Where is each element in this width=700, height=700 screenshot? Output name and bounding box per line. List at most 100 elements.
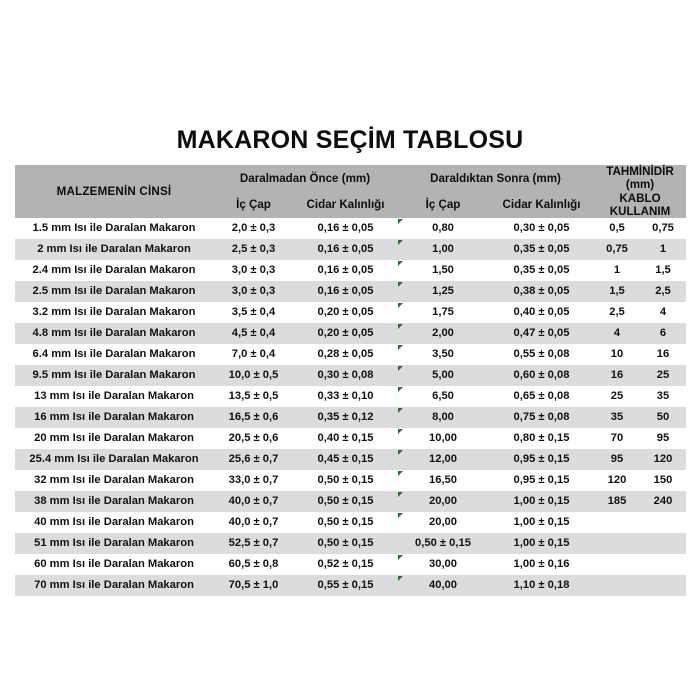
cell-before-inner: 3,5 ± 0,4 bbox=[213, 302, 294, 324]
cell-before-inner: 13,5 ± 0,5 bbox=[213, 386, 294, 408]
cell-before-wall: 0,35 ± 0,12 bbox=[294, 407, 397, 429]
table-row: 38 mm Isı ile Daralan Makaron 40,0 ± 0,7 0… bbox=[15, 491, 686, 513]
error-flag-icon bbox=[398, 450, 403, 456]
cell-after-wall: 0,75 ± 0,08 bbox=[489, 407, 594, 429]
cell-after-inner: 16,50 bbox=[397, 470, 489, 492]
cell-after-inner: 6,50 bbox=[397, 386, 489, 408]
cell-before-wall: 0,16 ± 0,05 bbox=[294, 281, 397, 303]
cell-cable-2: 16 bbox=[640, 344, 686, 366]
cell-before-wall: 0,50 ± 0,15 bbox=[294, 533, 397, 555]
cell-before-inner: 60,5 ± 0,8 bbox=[213, 554, 294, 576]
error-flag-icon bbox=[398, 282, 403, 288]
cell-after-inner: 30,00 bbox=[397, 554, 489, 576]
cell-before-wall: 0,50 ± 0,15 bbox=[294, 470, 397, 492]
cell-after-wall: 0,35 ± 0,05 bbox=[489, 239, 594, 261]
cell-before-wall: 0,50 ± 0,15 bbox=[294, 512, 397, 534]
cell-after-inner: 3,50 bbox=[397, 344, 489, 366]
cell-before-wall: 0,20 ± 0,05 bbox=[294, 302, 397, 324]
cell-material: 32 mm Isı ile Daralan Makaron bbox=[15, 470, 213, 492]
cell-cable-2: 4 bbox=[640, 302, 686, 324]
cell-material: 2.5 mm Isı ile Daralan Makaron bbox=[15, 281, 213, 303]
cell-material: 70 mm Isı ile Daralan Makaron bbox=[15, 575, 213, 597]
cell-material: 38 mm Isı ile Daralan Makaron bbox=[15, 491, 213, 513]
error-flag-icon bbox=[398, 219, 403, 225]
cell-after-wall: 0,80 ± 0,15 bbox=[489, 428, 594, 450]
cell-cable-1: 1 bbox=[594, 260, 640, 282]
table-row: 32 mm Isı ile Daralan Makaron 33,0 ± 0,7 0… bbox=[15, 470, 686, 492]
cell-before-inner: 3,0 ± 0,3 bbox=[213, 281, 294, 303]
cell-after-inner: 2,00 bbox=[397, 323, 489, 345]
cell-material: 25.4 mm Isı ile Daralan Makaron bbox=[15, 449, 213, 471]
cell-cable-2: 1,5 bbox=[640, 260, 686, 282]
cell-before-inner: 10,0 ± 0,5 bbox=[213, 365, 294, 387]
error-flag-icon bbox=[398, 576, 403, 582]
cell-cable-1: 185 bbox=[594, 491, 640, 513]
col-header-before-wall: Cidar Kalınlığı bbox=[294, 191, 397, 219]
cell-cable-1: 25 bbox=[594, 386, 640, 408]
error-flag-icon bbox=[398, 345, 403, 351]
cell-cable-2 bbox=[640, 512, 686, 534]
cell-material: 9.5 mm Isı ile Daralan Makaron bbox=[15, 365, 213, 387]
cell-cable-2 bbox=[640, 575, 686, 597]
table-row: 25.4 mm Isı ile Daralan Makaron 25,6 ± 0,… bbox=[15, 449, 686, 471]
cell-after-wall: 0,38 ± 0,05 bbox=[489, 281, 594, 303]
cell-text: 30,00 bbox=[429, 558, 457, 571]
cell-text: 1,25 bbox=[432, 285, 454, 298]
table-row: 2.4 mm Isı ile Daralan Makaron 3,0 ± 0,3 0… bbox=[15, 260, 686, 282]
cell-text: 1,00 bbox=[432, 243, 454, 256]
cell-before-inner: 40,0 ± 0,7 bbox=[213, 491, 294, 513]
col-header-after-inner: İç Çap bbox=[397, 191, 489, 219]
cell-text: 16,50 bbox=[429, 474, 457, 487]
cell-after-wall: 0,95 ± 0,15 bbox=[489, 449, 594, 471]
cell-text: 20,00 bbox=[429, 516, 457, 529]
cell-cable-2: 120 bbox=[640, 449, 686, 471]
cell-material: 51 mm Isı ile Daralan Makaron bbox=[15, 533, 213, 555]
cell-text: 8,00 bbox=[432, 411, 454, 424]
cell-before-wall: 0,28 ± 0,05 bbox=[294, 344, 397, 366]
cell-material: 2.4 mm Isı ile Daralan Makaron bbox=[15, 260, 213, 282]
cell-cable-1 bbox=[594, 554, 640, 576]
cell-after-inner: 8,00 bbox=[397, 407, 489, 429]
cell-before-inner: 52,5 ± 0,7 bbox=[213, 533, 294, 555]
table-row: 70 mm Isı ile Daralan Makaron 70,5 ± 1,0 0… bbox=[15, 575, 686, 597]
col-header-before-inner: İç Çap bbox=[213, 191, 294, 219]
cell-after-wall: 0,35 ± 0,05 bbox=[489, 260, 594, 282]
cell-text: 2,00 bbox=[432, 327, 454, 340]
cell-material: 6.4 mm Isı ile Daralan Makaron bbox=[15, 344, 213, 366]
header-row-group: MALZEMENİN CİNSİ Daralmadan Önce (mm) Da… bbox=[15, 165, 686, 219]
error-flag-icon bbox=[398, 261, 403, 267]
header-row-sub: İç Çap Cidar Kalınlığı İç Çap Cidar Kalı… bbox=[15, 191, 686, 219]
cell-before-inner: 2,5 ± 0,3 bbox=[213, 239, 294, 261]
cell-before-inner: 33,0 ± 0,7 bbox=[213, 470, 294, 492]
cell-material: 13 mm Isı ile Daralan Makaron bbox=[15, 386, 213, 408]
cell-before-wall: 0,40 ± 0,15 bbox=[294, 428, 397, 450]
makaron-spec-table: MALZEMENİN CİNSİ Daralmadan Önce (mm) Da… bbox=[15, 165, 686, 597]
table-row: 60 mm Isı ile Daralan Makaron 60,5 ± 0,8 0… bbox=[15, 554, 686, 576]
cell-after-wall: 0,60 ± 0,08 bbox=[489, 365, 594, 387]
error-flag-icon bbox=[398, 513, 403, 519]
cell-material: 4.8 mm Isı ile Daralan Makaron bbox=[15, 323, 213, 345]
cell-after-wall: 0,47 ± 0,05 bbox=[489, 323, 594, 345]
cell-cable-1: 95 bbox=[594, 449, 640, 471]
cell-after-wall: 1,00 ± 0,15 bbox=[489, 512, 594, 534]
table-row: 40 mm Isı ile Daralan Makaron 40,0 ± 0,7 0… bbox=[15, 512, 686, 534]
cell-cable-2: 240 bbox=[640, 491, 686, 513]
cell-after-inner: 1,00 bbox=[397, 239, 489, 261]
cell-before-inner: 7,0 ± 0,4 bbox=[213, 344, 294, 366]
cell-text: 6,50 bbox=[432, 390, 454, 403]
cell-material: 3.2 mm Isı ile Daralan Makaron bbox=[15, 302, 213, 324]
cell-after-wall: 1,00 ± 0,15 bbox=[489, 491, 594, 513]
cell-material: 60 mm Isı ile Daralan Makaron bbox=[15, 554, 213, 576]
cell-cable-2: 95 bbox=[640, 428, 686, 450]
cell-after-inner: 1,50 bbox=[397, 260, 489, 282]
error-flag-icon bbox=[398, 324, 403, 330]
cell-before-wall: 0,55 ± 0,15 bbox=[294, 575, 397, 597]
cell-cable-2: 6 bbox=[640, 323, 686, 345]
cell-after-inner: 0,50 ± 0,15 bbox=[397, 533, 489, 555]
cell-before-wall: 0,16 ± 0,05 bbox=[294, 239, 397, 261]
cell-before-wall: 0,52 ± 0,15 bbox=[294, 554, 397, 576]
cell-cable-1 bbox=[594, 533, 640, 555]
error-flag-icon bbox=[398, 366, 403, 372]
cell-material: 16 mm Isı ile Daralan Makaron bbox=[15, 407, 213, 429]
